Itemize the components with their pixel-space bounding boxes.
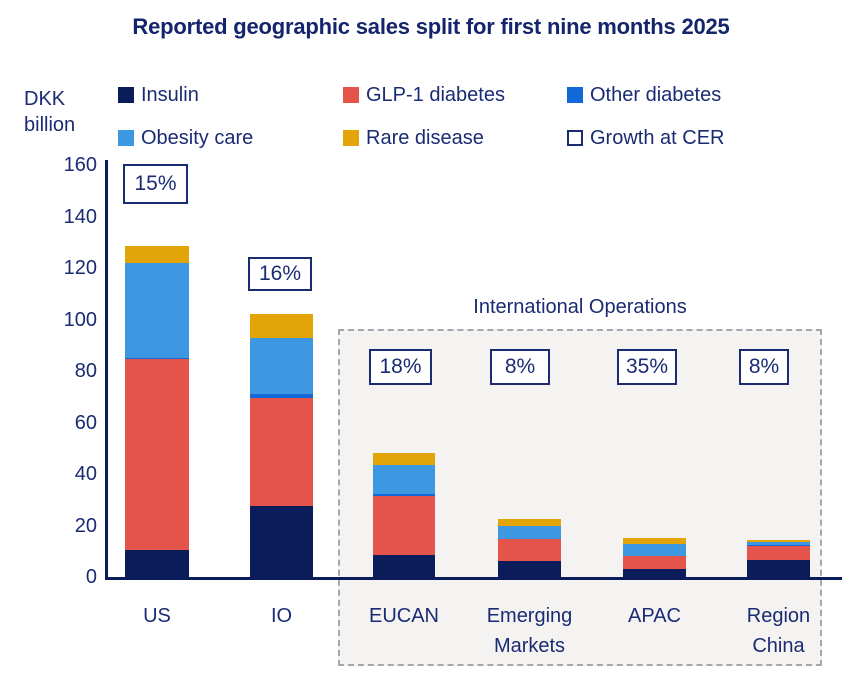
bar-segment-eucan-insulin [373, 555, 435, 577]
bar-segment-us-obesity-care [125, 262, 189, 359]
x-axis-label-io: IO [270, 605, 293, 627]
legend-label-other-diabetes: Other diabetes [590, 84, 722, 106]
international-operations-label: International Operations [473, 296, 687, 318]
y-axis-tick-100: 100 [63, 308, 97, 331]
bar-us [125, 246, 189, 577]
bar-segment-eucan-obesity-care [373, 465, 435, 495]
bar-segment-region-china-insulin [747, 560, 810, 577]
bar-segment-emerging-markets-obesity-care [498, 525, 561, 539]
bar-segment-us-rare-disease [125, 246, 189, 263]
bar-segment-apac-rare-disease [623, 538, 686, 544]
growth-badge-eucan: 18% [369, 349, 432, 385]
growth-badge-region-china: 8% [739, 349, 789, 385]
bar-segment-apac-glp-1-diabetes [623, 555, 686, 570]
bar-segment-us-glp-1-diabetes [125, 359, 189, 550]
legend-item-obesity-care: Obesity care [118, 127, 253, 150]
y-axis-tick-160: 160 [63, 154, 97, 176]
growth-badge-emerging-markets: 8% [490, 349, 550, 385]
bar-segment-io-insulin [250, 506, 313, 577]
legend-swatch-rare-disease-icon [343, 130, 359, 146]
x-axis-line [105, 577, 842, 580]
y-axis-line [105, 160, 108, 580]
legend-label-glp-1-diabetes: GLP-1 diabetes [366, 84, 505, 106]
bar-segment-region-china-glp-1-diabetes [747, 545, 810, 561]
legend-item-growth-at-cer: Growth at CER [567, 127, 724, 150]
bar-region-china [747, 539, 810, 577]
y-axis-tick-0: 0 [85, 566, 97, 588]
legend-label-insulin: Insulin [141, 84, 199, 106]
y-axis-tick-80: 80 [74, 360, 97, 382]
legend-swatch-growth-at-cer-icon [567, 130, 583, 146]
legend-item-glp-1-diabetes: GLP-1 diabetes [343, 84, 505, 107]
bar-segment-io-glp-1-diabetes [250, 398, 313, 507]
y-axis-tick-140: 140 [63, 205, 97, 228]
x-axis-label-us: US [143, 605, 171, 627]
bar-segment-eucan-other-diabetes [373, 494, 435, 496]
legend-item-insulin: Insulin [118, 84, 199, 107]
bar-segment-us-insulin [125, 549, 189, 577]
bar-segment-io-obesity-care [250, 337, 313, 395]
bar-segment-region-china-obesity-care [747, 542, 810, 545]
legend-swatch-insulin-icon [118, 87, 134, 103]
bar-segment-region-china-rare-disease [747, 539, 810, 543]
bar-segment-emerging-markets-glp-1-diabetes [498, 538, 561, 561]
legend-label-growth-at-cer: Growth at CER [590, 127, 725, 149]
bar-segment-us-other-diabetes [125, 358, 189, 360]
x-axis-label-eucan: EUCAN [368, 605, 439, 627]
growth-badge-io: 16% [248, 257, 312, 291]
bar-emerging-markets [498, 519, 561, 577]
bar-segment-emerging-markets-rare-disease [498, 519, 561, 526]
y-axis-unit-label: DKK billion [24, 88, 76, 136]
x-axis-label-emerging-markets: Emerging Markets [486, 605, 573, 657]
bar-io [250, 314, 313, 577]
legend-item-rare-disease: Rare disease [343, 127, 484, 150]
bar-segment-apac-insulin [623, 569, 686, 577]
x-axis-label-apac: APAC [628, 605, 681, 627]
bar-apac [623, 538, 686, 577]
bar-segment-emerging-markets-insulin [498, 560, 561, 577]
bar-segment-region-china-other-diabetes [747, 544, 810, 546]
bar-segment-eucan-glp-1-diabetes [373, 495, 435, 556]
legend-item-other-diabetes: Other diabetes [567, 84, 721, 107]
x-axis-label-region-china: Region China [746, 605, 811, 657]
bar-segment-io-other-diabetes [250, 394, 313, 399]
y-axis-tick-60: 60 [74, 411, 97, 434]
y-axis-tick-120: 120 [63, 257, 97, 279]
bar-segment-apac-obesity-care [623, 543, 686, 556]
growth-badge-apac: 35% [617, 349, 677, 385]
legend-swatch-obesity-care-icon [118, 130, 134, 146]
bar-segment-eucan-rare-disease [373, 453, 435, 466]
bar-eucan [373, 453, 435, 577]
growth-badge-us: 15% [123, 164, 188, 204]
y-axis-tick-40: 40 [74, 463, 97, 485]
legend-label-obesity-care: Obesity care [141, 127, 254, 149]
legend-label-rare-disease: Rare disease [366, 127, 484, 149]
bar-segment-io-rare-disease [250, 314, 313, 338]
legend-swatch-other-diabetes-icon [567, 87, 583, 103]
y-axis-tick-20: 20 [74, 514, 97, 537]
page-title: Reported geographic sales split for firs… [132, 14, 730, 39]
legend-swatch-glp-1-diabetes-icon [343, 87, 359, 103]
